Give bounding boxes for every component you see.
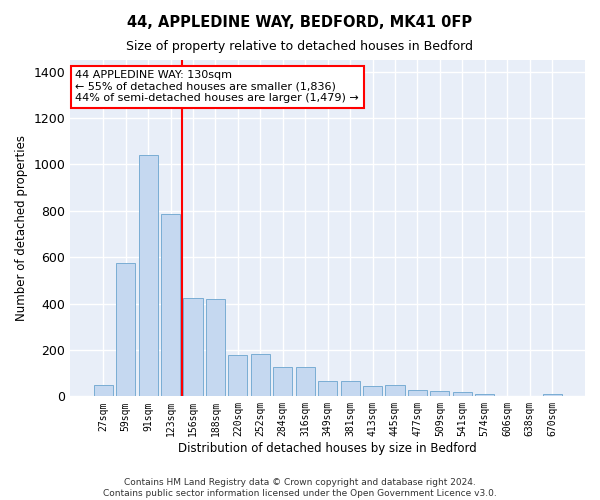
Bar	[408, 390, 427, 396]
Bar	[341, 382, 359, 396]
Text: 44, APPLEDINE WAY, BEDFORD, MK41 0FP: 44, APPLEDINE WAY, BEDFORD, MK41 0FP	[127, 15, 473, 30]
Bar	[116, 264, 135, 396]
Text: Contains HM Land Registry data © Crown copyright and database right 2024.
Contai: Contains HM Land Registry data © Crown c…	[103, 478, 497, 498]
Bar	[251, 354, 270, 397]
Bar	[184, 298, 203, 396]
Bar	[296, 368, 315, 396]
X-axis label: Distribution of detached houses by size in Bedford: Distribution of detached houses by size …	[178, 442, 477, 455]
Bar	[318, 382, 337, 396]
Bar	[229, 355, 247, 397]
Bar	[453, 392, 472, 396]
Bar	[385, 385, 404, 396]
Y-axis label: Number of detached properties: Number of detached properties	[15, 135, 28, 321]
Bar	[161, 214, 180, 396]
Bar	[94, 386, 113, 396]
Bar	[363, 386, 382, 396]
Text: Size of property relative to detached houses in Bedford: Size of property relative to detached ho…	[127, 40, 473, 53]
Bar	[542, 394, 562, 396]
Bar	[430, 391, 449, 396]
Bar	[139, 155, 158, 396]
Bar	[475, 394, 494, 396]
Bar	[206, 299, 225, 396]
Text: 44 APPLEDINE WAY: 130sqm
← 55% of detached houses are smaller (1,836)
44% of sem: 44 APPLEDINE WAY: 130sqm ← 55% of detach…	[76, 70, 359, 103]
Bar	[273, 368, 292, 396]
